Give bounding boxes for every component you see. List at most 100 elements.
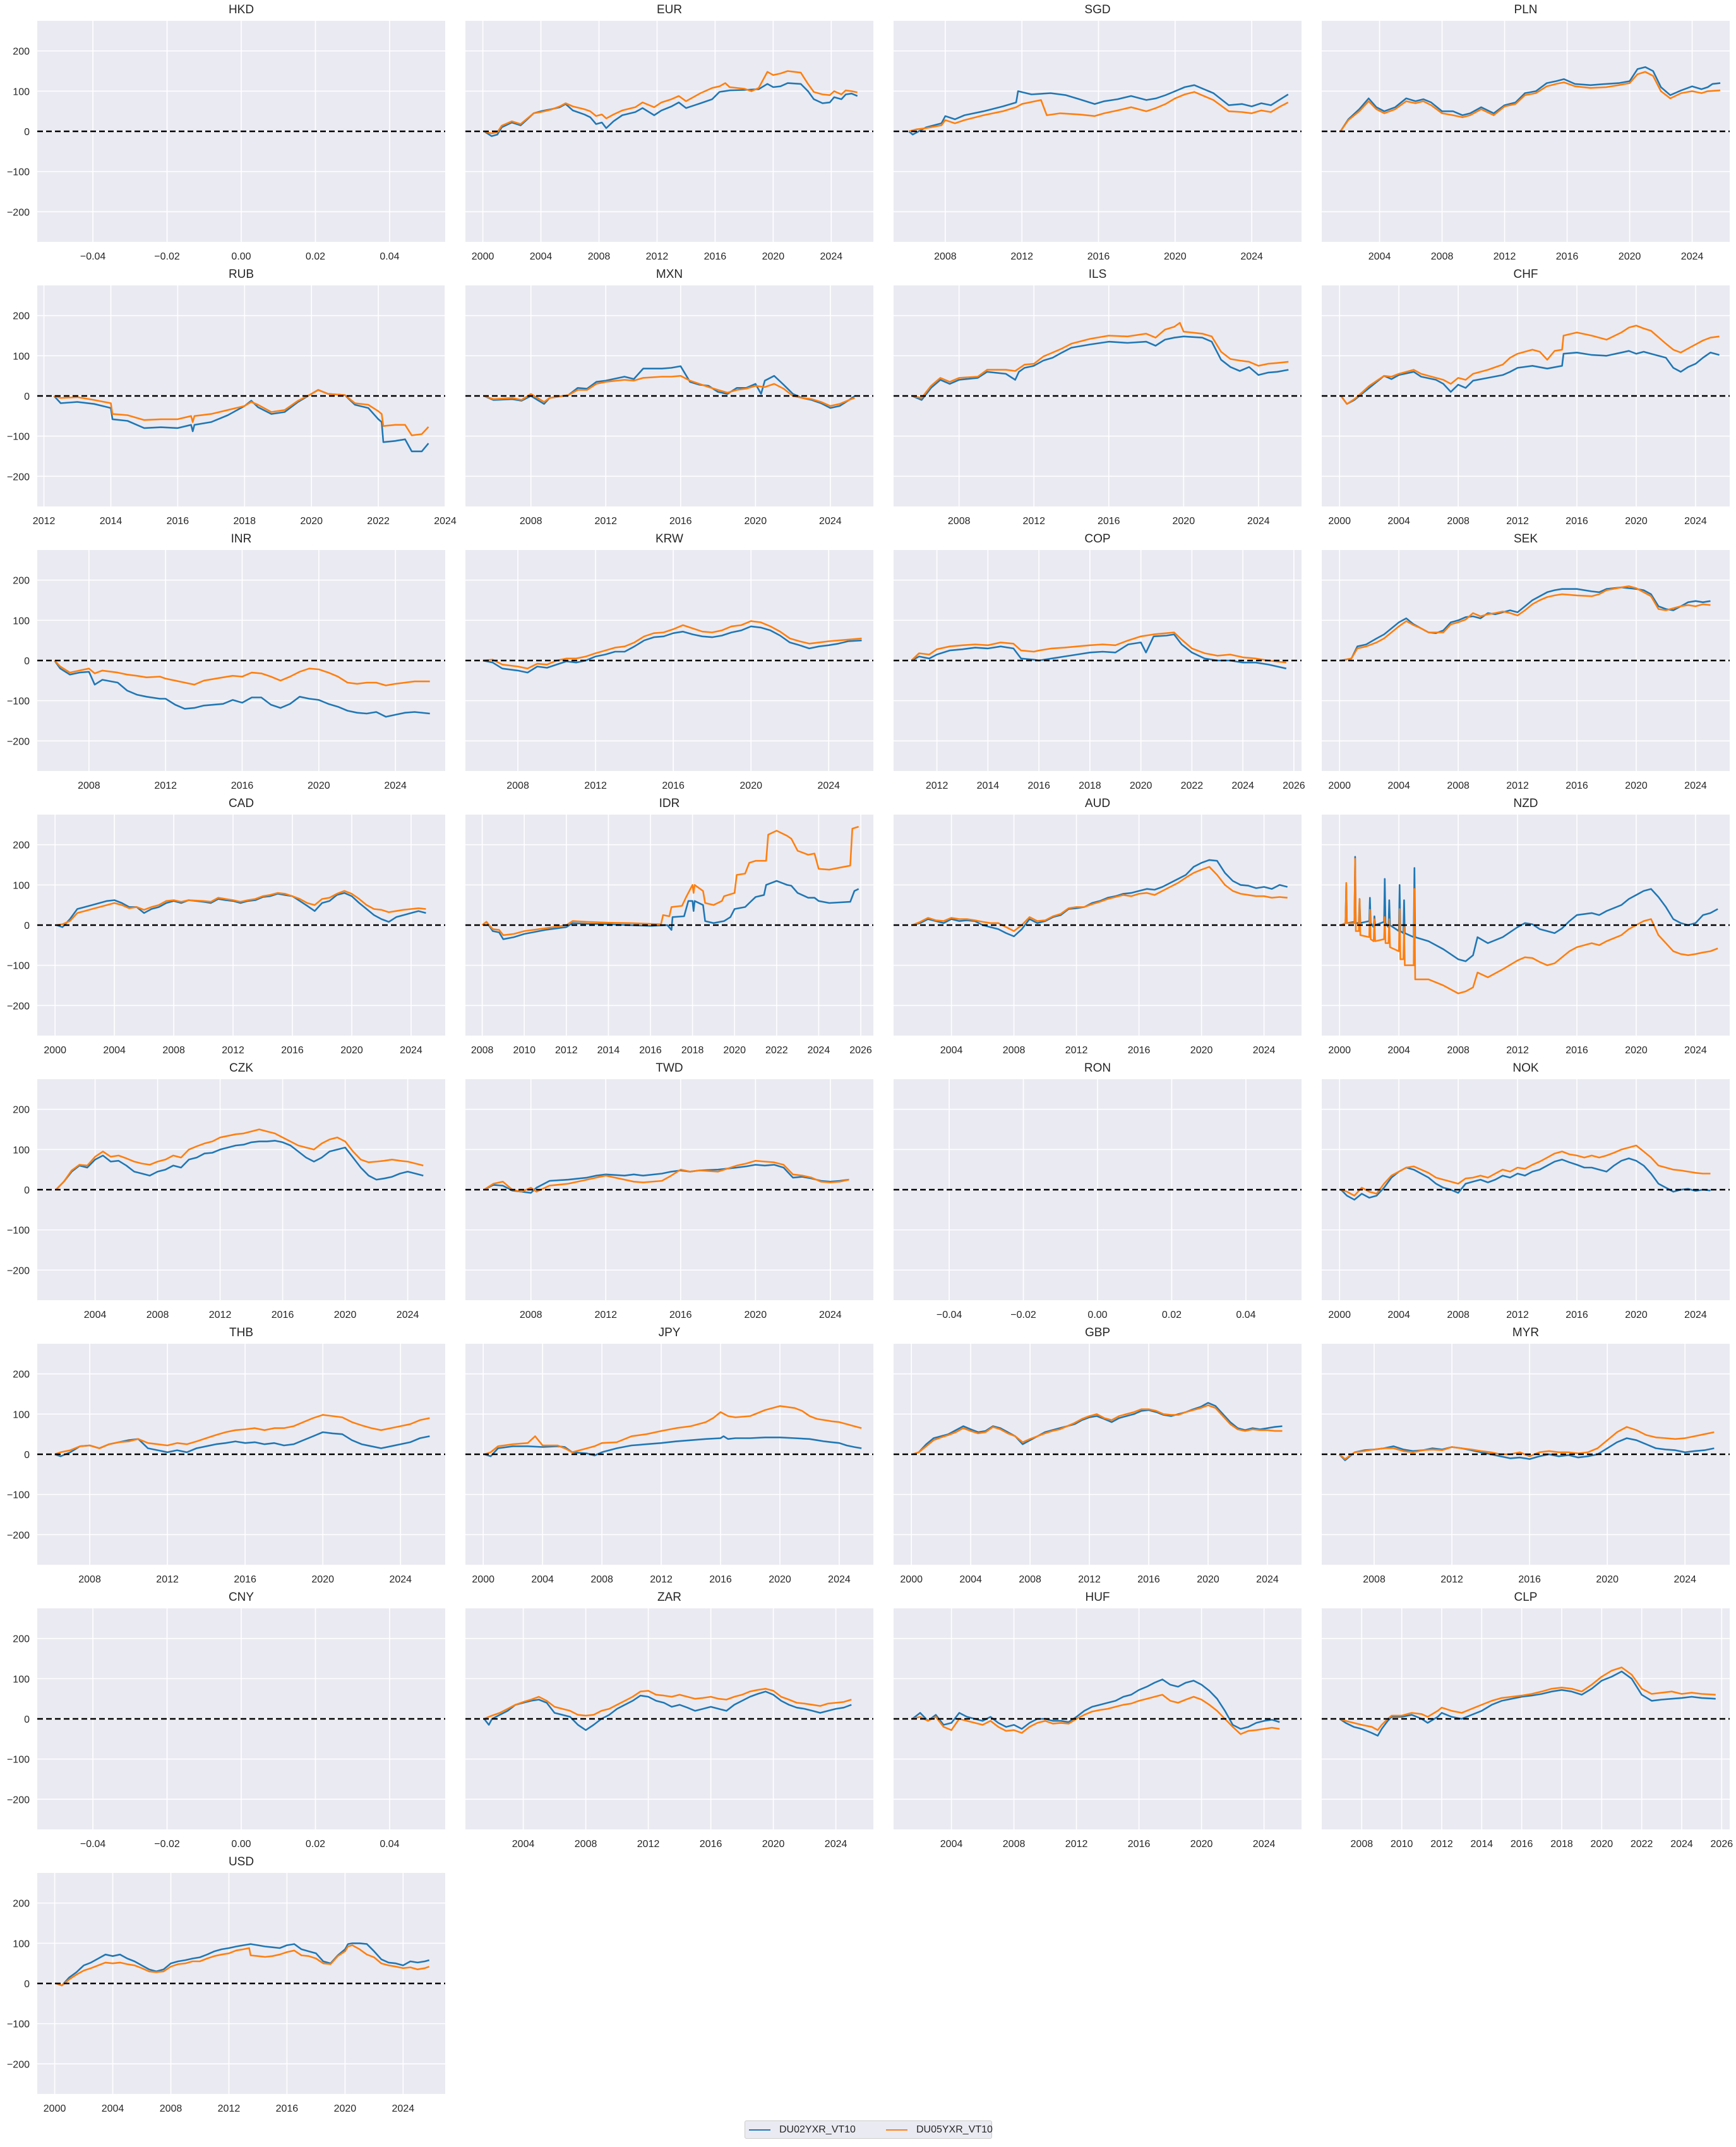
panel-cad: −200 −100 0 100 200 2000 2004 2008 2012 2016 2020 2… bbox=[7, 797, 445, 1056]
x-tick-label: 2024 bbox=[1231, 780, 1254, 791]
x-tick-label: 2012 bbox=[222, 1045, 244, 1056]
x-tick-label: 2012 bbox=[650, 1574, 673, 1585]
x-tick-label: 2010 bbox=[1391, 1839, 1413, 1850]
panel-idr: 2008 2010 2012 2014 2016 2018 2020 2022 2024 2026… bbox=[465, 797, 873, 1056]
x-tick-label: 2016 bbox=[281, 1045, 304, 1056]
panel-chf: 2000 2004 2008 2012 2016 2020 2024 CHF bbox=[1322, 268, 1730, 527]
panel-myr: 2008 2012 2016 2020 2024 MYR bbox=[1322, 1326, 1730, 1585]
x-tick-label: 2020 bbox=[762, 251, 785, 262]
x-tick-label: 2004 bbox=[103, 1045, 126, 1056]
x-tick-label: 2020 bbox=[1596, 1574, 1619, 1585]
x-tick-label: 2000 bbox=[1328, 1310, 1351, 1320]
x-tick-label: 2012 bbox=[1430, 1839, 1453, 1850]
x-tick-label: 0.02 bbox=[306, 251, 325, 262]
x-tick-label: 2012 bbox=[594, 516, 617, 527]
x-tick-label: 2004 bbox=[512, 1839, 535, 1850]
x-tick-label: 2004 bbox=[1387, 780, 1410, 791]
x-tick-label: 2020 bbox=[1625, 1045, 1648, 1056]
x-tick-label: 2000 bbox=[1328, 516, 1351, 527]
series-line-du02yxr_vt10 bbox=[54, 660, 430, 718]
x-tick-label: 2004 bbox=[84, 1310, 107, 1320]
x-tick-label: 2012 bbox=[1494, 251, 1516, 262]
y-tick-label: −200 bbox=[7, 1001, 30, 1012]
x-tick-label: 2008 bbox=[78, 780, 100, 791]
series-line-du05yxr_vt10 bbox=[912, 866, 1288, 932]
y-tick-label: 100 bbox=[13, 880, 30, 891]
x-tick-label: 2000 bbox=[44, 1045, 66, 1056]
x-tick-label: 2018 bbox=[1550, 1839, 1573, 1850]
series-line-du02yxr_vt10 bbox=[912, 335, 1289, 401]
y-tick-label: 200 bbox=[13, 311, 30, 322]
x-tick-label: 2012 bbox=[637, 1839, 660, 1850]
y-tick-label: −200 bbox=[7, 207, 30, 218]
series-line-du05yxr_vt10 bbox=[913, 1404, 1283, 1456]
x-tick-label: 2012 bbox=[209, 1310, 232, 1320]
x-tick-label: 2024 bbox=[828, 1574, 851, 1585]
series-line-du02yxr_vt10 bbox=[908, 84, 1289, 136]
x-tick-label: 2026 bbox=[1283, 780, 1305, 791]
panel-zar: 2004 2008 2012 2016 2020 2024 ZAR bbox=[465, 1591, 873, 1850]
y-tick-label: −100 bbox=[7, 1755, 30, 1766]
legend-item-du02: DU02YXR_VT10 bbox=[749, 2124, 856, 2136]
panel-title: ILS bbox=[1089, 268, 1107, 281]
legend-item-du05: DU05YXR_VT10 bbox=[885, 2124, 993, 2136]
x-tick-label: 2000 bbox=[44, 2103, 66, 2114]
x-tick-label: 2022 bbox=[367, 516, 390, 527]
x-tick-label: 2026 bbox=[849, 1045, 872, 1056]
x-tick-label: 2008 bbox=[520, 516, 542, 527]
panel-title: PLN bbox=[1514, 3, 1538, 16]
y-tick-label: −200 bbox=[7, 2059, 30, 2070]
y-tick-label: 0 bbox=[24, 1979, 30, 1990]
x-tick-label: 2024 bbox=[1684, 1310, 1707, 1320]
x-tick-label: 2020 bbox=[334, 1310, 357, 1320]
x-tick-label: 2012 bbox=[218, 2103, 241, 2114]
panel-sek: 2000 2004 2008 2012 2016 2020 2024 SEK bbox=[1322, 532, 1730, 791]
y-tick-label: 200 bbox=[13, 1899, 30, 1910]
x-tick-label: 2012 bbox=[156, 1574, 179, 1585]
series-line-du05yxr_vt10 bbox=[1341, 1144, 1711, 1197]
x-tick-label: 2012 bbox=[646, 251, 669, 262]
x-tick-label: 2012 bbox=[154, 780, 177, 791]
panel-title: JPY bbox=[659, 1326, 681, 1339]
x-tick-label: 2016 bbox=[234, 1574, 256, 1585]
x-tick-label: 2008 bbox=[1003, 1839, 1026, 1850]
panel-inr: −200 −100 0 100 200 2008 2012 2016 2020 2024 INR bbox=[7, 532, 445, 791]
panel-title: TWD bbox=[655, 1062, 683, 1075]
panel-twd: 2008 2012 2016 2020 2024 TWD bbox=[465, 1062, 873, 1320]
y-tick-label: 0 bbox=[24, 656, 30, 667]
x-tick-label: 2000 bbox=[900, 1574, 923, 1585]
panel-hkd: −200 −100 0 100 200 −0.04 −0.02 0.00 0.02 0.04 HKD bbox=[7, 3, 445, 262]
y-tick-label: 200 bbox=[13, 1105, 30, 1116]
x-tick-label: −0.02 bbox=[154, 251, 180, 262]
series-line-du02yxr_vt10 bbox=[56, 1942, 430, 1987]
y-tick-label: −200 bbox=[7, 1265, 30, 1276]
x-tick-label: 2016 bbox=[1565, 780, 1588, 791]
x-tick-label: 2024 bbox=[1681, 251, 1704, 262]
x-tick-label: 2024 bbox=[392, 2103, 415, 2114]
x-tick-label: 2004 bbox=[102, 2103, 124, 2114]
series-line-du05yxr_vt10 bbox=[1340, 325, 1720, 405]
x-tick-label: 2020 bbox=[769, 1574, 791, 1585]
series-line-du05yxr_vt10 bbox=[1340, 858, 1718, 995]
x-tick-label: 2014 bbox=[100, 516, 123, 527]
series-line-du02yxr_vt10 bbox=[1339, 1670, 1716, 1737]
x-tick-label: 2016 bbox=[1565, 516, 1588, 527]
x-tick-label: 2008 bbox=[147, 1310, 169, 1320]
x-tick-label: 2000 bbox=[1328, 1045, 1351, 1056]
panel-title: CLP bbox=[1514, 1591, 1538, 1604]
x-tick-label: 0.04 bbox=[380, 1839, 399, 1850]
x-tick-label: 2000 bbox=[472, 1574, 494, 1585]
x-tick-label: 2024 bbox=[1256, 1574, 1279, 1585]
series-line-du02yxr_vt10 bbox=[481, 880, 859, 940]
panel-eur: 2000 2004 2008 2012 2016 2020 2024 EUR bbox=[465, 3, 873, 262]
x-tick-label: 2024 bbox=[384, 780, 407, 791]
y-tick-label: −100 bbox=[7, 1490, 30, 1501]
x-tick-label: 2012 bbox=[1506, 1310, 1529, 1320]
x-tick-label: 2014 bbox=[977, 780, 1000, 791]
series-line-du05yxr_vt10 bbox=[56, 890, 426, 926]
series-line-du02yxr_vt10 bbox=[1341, 586, 1711, 662]
y-tick-label: −100 bbox=[7, 167, 30, 178]
y-tick-label: 0 bbox=[24, 392, 30, 402]
